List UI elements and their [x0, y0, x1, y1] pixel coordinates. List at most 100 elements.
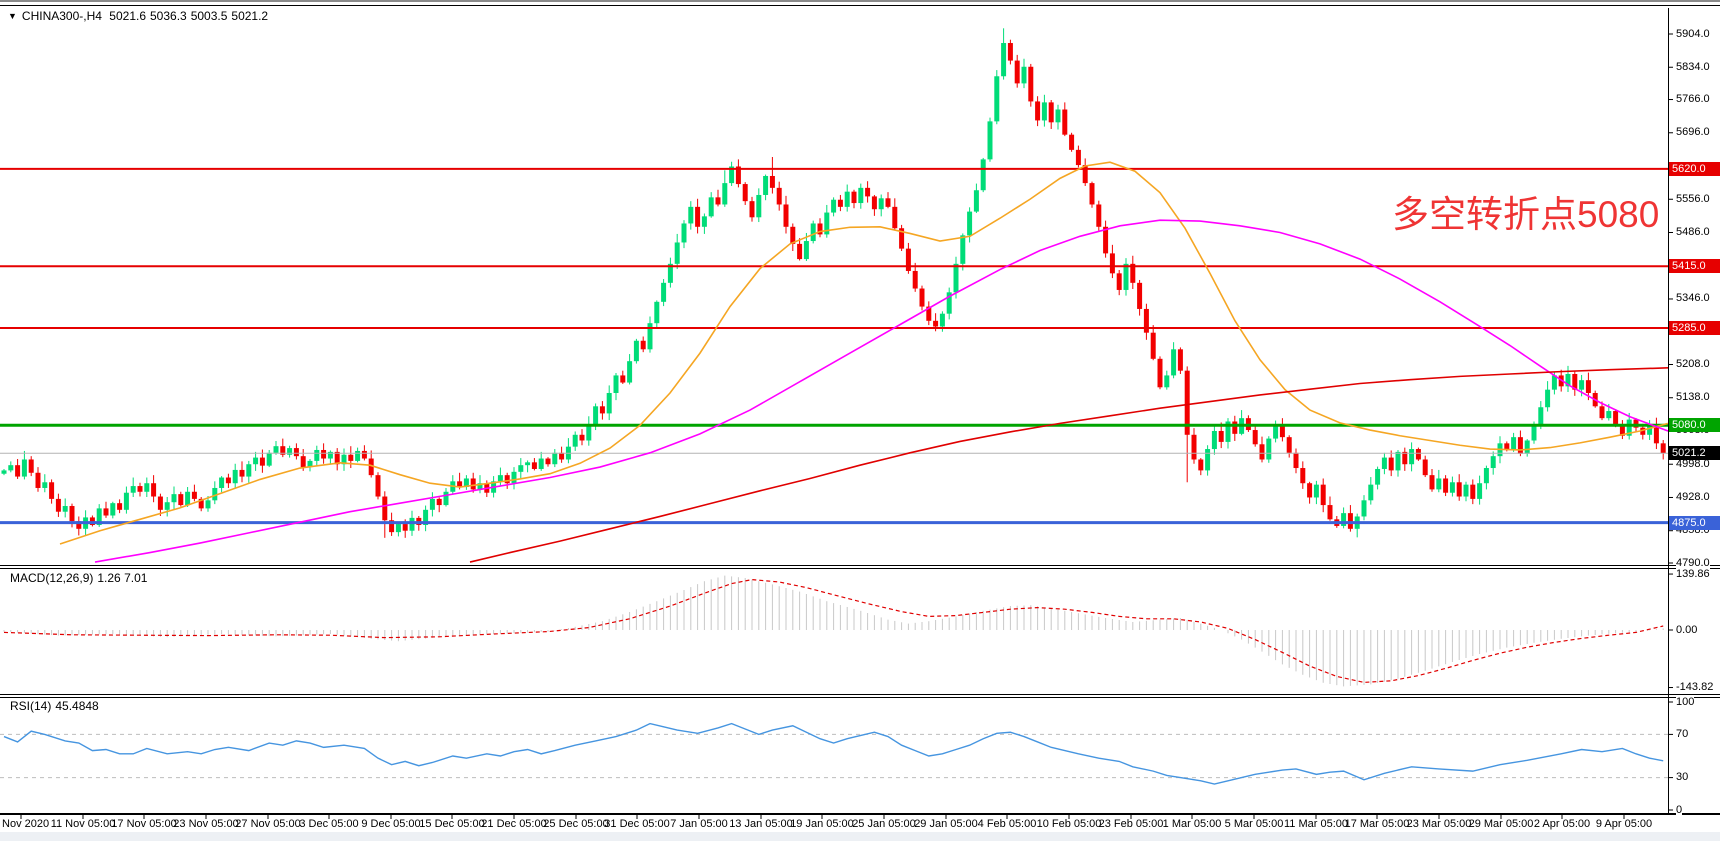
- candle-body: [715, 197, 721, 205]
- candle-body: [409, 517, 415, 531]
- window-top-edge: [0, 0, 1720, 2]
- candle-body: [477, 483, 483, 490]
- candle-body: [1368, 484, 1374, 501]
- candle-body: [776, 187, 782, 205]
- candle-body: [1402, 451, 1408, 465]
- candle-body: [1585, 380, 1591, 393]
- candle-body: [756, 194, 762, 218]
- candle-body: [1007, 43, 1013, 61]
- rsi-axis-label: 100: [1676, 695, 1695, 709]
- candle-body: [1293, 452, 1299, 469]
- candle-body: [463, 478, 469, 488]
- candle-body: [1055, 109, 1061, 123]
- candle-body: [327, 451, 333, 459]
- candle-body: [674, 242, 680, 264]
- time-tick-label: 23 Feb 05:00: [1098, 818, 1164, 830]
- window-top-edge-line: [0, 5, 1720, 6]
- time-tick-label: 3 Dec 05:00: [299, 818, 359, 830]
- candle-body: [810, 223, 816, 242]
- candle-body: [321, 449, 327, 459]
- candle-body: [1626, 419, 1632, 436]
- candle-body: [470, 478, 476, 490]
- candle-body: [824, 212, 830, 235]
- rsi-axis-label: 0: [1676, 803, 1683, 817]
- rsi-panel[interactable]: [0, 722, 1668, 785]
- candle-body: [654, 301, 660, 324]
- time-tick-label: 31 Dec 05:00: [604, 818, 670, 830]
- candle-body: [545, 458, 551, 465]
- price-tick-label: 5834.0: [1676, 60, 1710, 74]
- candle-body: [933, 320, 939, 327]
- macd-axis-label: -143.82: [1676, 681, 1714, 695]
- candle-body: [1130, 263, 1136, 283]
- price-badge-resistance-3: 5285.0: [1669, 320, 1720, 335]
- candle-body: [606, 392, 612, 414]
- price-tick-label: 5904.0: [1676, 27, 1710, 41]
- candle-body: [1116, 273, 1122, 290]
- price-axis-line[interactable]: [1668, 8, 1669, 815]
- candle-body: [429, 498, 435, 510]
- candle-body: [110, 503, 116, 516]
- candle-body: [1388, 457, 1394, 471]
- candle-body: [871, 196, 877, 210]
- main-panel[interactable]: [0, 28, 1668, 563]
- candle-body: [1531, 425, 1537, 441]
- time-tick-label: 17 Mar 05:00: [1344, 818, 1410, 830]
- candle-body: [1579, 380, 1585, 390]
- candle-body: [858, 187, 864, 204]
- candle-body: [117, 503, 123, 510]
- candle-body: [300, 456, 306, 468]
- candle-body: [1470, 484, 1476, 499]
- price-badge-resistance-1: 5620.0: [1669, 161, 1720, 176]
- candle-body: [1409, 449, 1415, 465]
- ma-mid-magenta: [94, 219, 1668, 563]
- annotation-text[interactable]: 多空转折点5080: [1392, 194, 1660, 235]
- candle-body: [613, 375, 619, 393]
- candle-body: [919, 288, 925, 307]
- candle-body: [1266, 438, 1272, 460]
- time-tick-label: 7 Jan 05:00: [670, 818, 728, 830]
- time-tick-label: 9 Dec 05:00: [361, 818, 421, 830]
- candle-body: [661, 282, 667, 302]
- time-tick-label: 25 Jan 05:00: [852, 818, 916, 830]
- candle-body: [1184, 370, 1190, 435]
- candle-body: [735, 166, 741, 185]
- candle-body: [253, 457, 259, 465]
- time-tick-label: 27 Nov 05:00: [235, 818, 301, 830]
- time-tick-label: 2 Apr 05:00: [1533, 818, 1591, 830]
- candle-body: [892, 206, 898, 229]
- dropdown-arrow-icon[interactable]: ▼: [8, 11, 17, 21]
- candle-body: [1551, 375, 1557, 390]
- candle-body: [1436, 478, 1442, 490]
- candle-body: [1538, 407, 1544, 426]
- candle-body: [35, 472, 41, 488]
- candle-body: [1443, 478, 1449, 493]
- candle-body: [205, 500, 211, 509]
- candle-body: [402, 524, 408, 531]
- candle-body: [1218, 430, 1224, 442]
- candle-body: [1062, 109, 1068, 135]
- candle-body: [49, 482, 55, 499]
- candle-body: [1075, 149, 1081, 166]
- symbol-name: CHINA300-,H4: [21, 9, 102, 23]
- time-tick-label: 29 Jan 05:00: [914, 818, 978, 830]
- candle-body: [1211, 430, 1217, 450]
- candle-body: [1381, 457, 1387, 469]
- candle-body: [769, 175, 775, 188]
- panel-separator[interactable]: [0, 565, 1720, 566]
- macd-panel[interactable]: [3, 575, 1664, 687]
- candle-body: [76, 521, 82, 529]
- candle-body: [497, 475, 503, 482]
- price-tick-label: 4790.0: [1676, 556, 1710, 570]
- candle-body: [667, 263, 673, 283]
- candle-body: [939, 313, 945, 327]
- time-tick-label: 21 Dec 05:00: [481, 818, 547, 830]
- candle-body: [21, 459, 27, 477]
- panel-separator[interactable]: [0, 694, 1720, 695]
- candle-body: [1320, 484, 1326, 506]
- candle-body: [225, 477, 231, 484]
- candle-body: [1300, 468, 1306, 484]
- candle-body: [729, 166, 735, 184]
